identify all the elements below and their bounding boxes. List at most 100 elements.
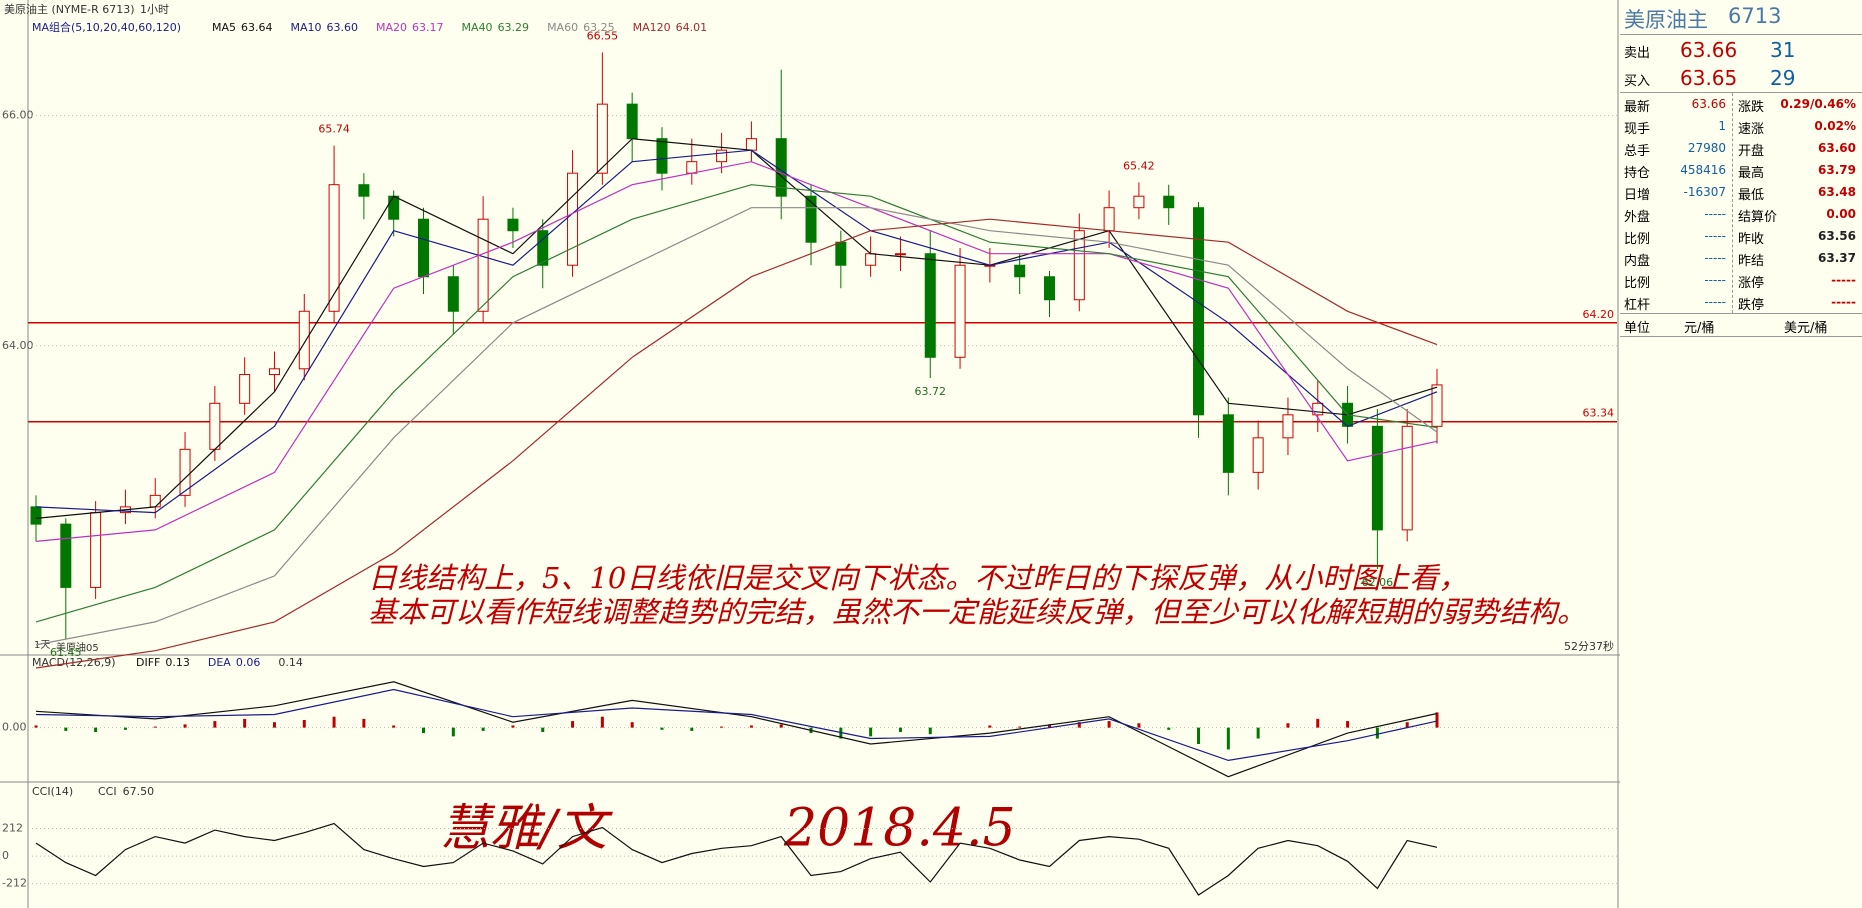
candle-body xyxy=(1401,425,1413,531)
quote-value: ----- xyxy=(1704,295,1726,309)
level-label: 63.34 xyxy=(1583,407,1615,420)
ma-line xyxy=(35,184,1438,623)
candle-body xyxy=(1103,207,1115,232)
candle-body xyxy=(626,103,638,140)
candle-body xyxy=(865,253,877,266)
quote-row: 比例 ----- 昨收 63.56 xyxy=(1620,225,1862,247)
signature-author: 慧雅/文 xyxy=(440,799,614,857)
quote-value: ----- xyxy=(1704,207,1726,221)
candle-body xyxy=(1073,230,1085,301)
legend-name: DEA xyxy=(208,656,231,669)
y-tick-label: 0.00 xyxy=(2,721,27,734)
quote-value: 63.37 xyxy=(1818,251,1856,265)
quote-unit: 单位 元/桶 美元/桶 xyxy=(1620,313,1862,337)
legend-value: 63.64 xyxy=(241,21,273,34)
cci-line xyxy=(35,822,1438,896)
quote-price: 63.66 xyxy=(1680,38,1738,62)
candle-body xyxy=(596,103,608,174)
level-label: 64.20 xyxy=(1583,308,1615,321)
quote-label: 涨跌 xyxy=(1738,100,1765,115)
legend-value: 0.13 xyxy=(165,656,190,669)
extreme-label: 63.72 xyxy=(915,385,947,398)
y-tick-label: 212 xyxy=(2,822,23,835)
ma-line xyxy=(35,688,1438,762)
candle-body xyxy=(477,218,489,312)
y-tick-label: 66.00 xyxy=(2,109,34,122)
quote-ask: 卖出 63.66 31 xyxy=(1620,36,1862,64)
quote-row: 杠杆 ----- 跌停 ----- xyxy=(1620,291,1862,313)
legend-value: 0.06 xyxy=(236,656,261,669)
quote-label: 比例 xyxy=(1624,276,1651,291)
y-tick-label: 0 xyxy=(2,849,9,862)
footer-right: 52分37秒 xyxy=(1564,639,1614,653)
quote-label: 比例 xyxy=(1624,232,1651,247)
quote-label: 卖出 xyxy=(1624,46,1651,61)
legend-value: 67.50 xyxy=(123,785,155,798)
candle-body xyxy=(1431,384,1443,427)
symbol: 美原油主 (NYME-R 6713) xyxy=(4,2,135,16)
legend-value: 63.25 xyxy=(583,21,615,34)
quote-panel: 美原油主 6713 卖出 63.66 31 买入 63.65 29 最新 63.66 涨跌 0.29/… xyxy=(1620,0,1862,908)
candle-body xyxy=(954,264,966,358)
legend-name: DIFF xyxy=(136,656,160,669)
candle-body xyxy=(60,523,72,588)
candle-body xyxy=(1193,207,1205,416)
period[interactable]: 1小时 xyxy=(140,3,169,16)
cci-title: CCI(14) xyxy=(32,785,73,798)
candle-body xyxy=(209,402,221,450)
candle-body xyxy=(298,310,310,370)
quote-value: 0.00 xyxy=(1826,207,1856,221)
ma-line xyxy=(35,207,1438,646)
candle-body xyxy=(1282,414,1294,439)
quote-value: ----- xyxy=(1831,295,1856,309)
annotation: 日线结构上，5、10日线依旧是交叉向下状态。不过昨日的下探反弹，从小时图上看， xyxy=(368,561,1467,595)
quote-label: 结算价 xyxy=(1738,210,1778,225)
quote-label: 外盘 xyxy=(1624,210,1651,225)
candle-body xyxy=(1222,414,1234,473)
candle-body xyxy=(1133,195,1145,209)
quote-row: 现手 1 速涨 0.02% xyxy=(1620,115,1862,137)
quote-label: 开盘 xyxy=(1738,144,1765,159)
candle-body xyxy=(30,506,42,525)
quote-value: 63.60 xyxy=(1818,141,1856,155)
quote-row: 最新 63.66 涨跌 0.29/0.46% xyxy=(1620,93,1862,115)
quote-size: 29 xyxy=(1770,66,1796,90)
quote-value: -16307 xyxy=(1683,185,1726,199)
candle-body xyxy=(1252,437,1264,473)
quote-value: ----- xyxy=(1704,251,1726,265)
legend-value: 64.01 xyxy=(676,21,708,34)
quote-value: 63.48 xyxy=(1818,185,1856,199)
legend-name: MA20 xyxy=(376,21,407,34)
extreme-label: 62.06 xyxy=(1362,576,1394,589)
quote-unit-value[interactable]: 元/桶 xyxy=(1684,321,1715,336)
candle-body xyxy=(149,494,161,508)
quote-label: 最新 xyxy=(1624,100,1651,115)
legend-value: 63.29 xyxy=(498,21,530,34)
candle-body xyxy=(745,138,757,151)
candle-body xyxy=(716,149,728,163)
quote-value: 63.79 xyxy=(1818,163,1856,177)
quote-label: 速涨 xyxy=(1738,122,1765,137)
legend-value: 63.17 xyxy=(412,21,444,34)
quote-label: 涨停 xyxy=(1738,276,1765,291)
quote-value: ----- xyxy=(1831,273,1856,287)
quote-label: 最高 xyxy=(1738,166,1765,181)
candle-body xyxy=(1371,425,1383,531)
quote-label: 持仓 xyxy=(1624,166,1651,181)
ma-legend-title: MA组合(5,10,20,40,60,120) xyxy=(32,20,181,34)
quote-unit-value[interactable]: 美元/桶 xyxy=(1784,321,1828,336)
quote-label: 杠杆 xyxy=(1624,298,1651,313)
quote-value: 1 xyxy=(1718,119,1726,133)
ma-line xyxy=(35,161,1438,542)
quote-label: 买入 xyxy=(1624,74,1651,89)
quote-title: 美原油主 xyxy=(1624,8,1708,32)
legend-name: MA10 xyxy=(291,21,322,34)
quote-label: 昨收 xyxy=(1738,232,1765,247)
annotation: 基本可以看作短线调整趋势的完结，虽然不一定能延续反弹，但至少可以化解短期的弱势结… xyxy=(368,595,1586,629)
candle-body xyxy=(358,184,370,197)
quote-row: 比例 ----- 涨停 ----- xyxy=(1620,269,1862,291)
quote-row: 内盘 ----- 昨结 63.37 xyxy=(1620,247,1862,269)
legend-name: MA40 xyxy=(462,21,493,34)
quote-label: 现手 xyxy=(1624,122,1651,137)
